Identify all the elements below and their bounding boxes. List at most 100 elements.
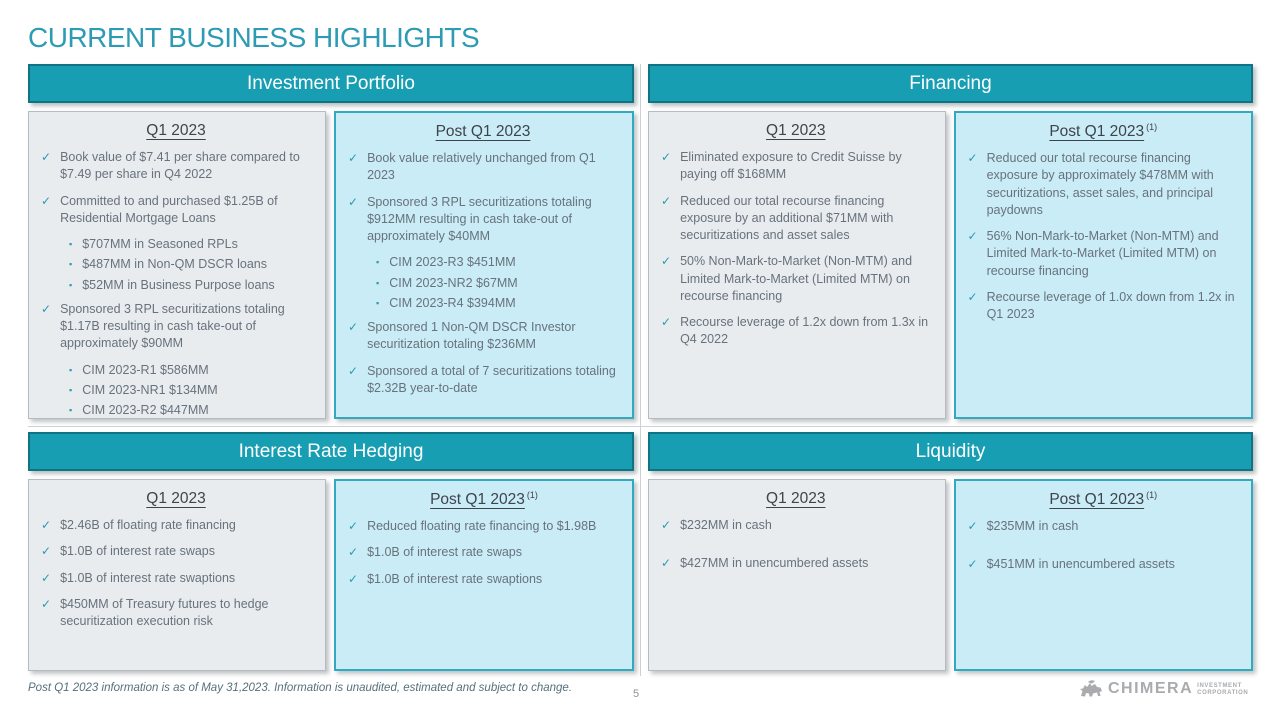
highlight-list: ✓ Book value relatively unchanged from Q1… [348, 150, 620, 397]
list-item: ✓ Reduced our total recourse financing ex… [661, 193, 933, 245]
column-heading-text: Q1 2023 [146, 122, 206, 140]
highlight-list: ✓ $2.46B of floating rate financing ✓ $1.0B… [41, 517, 313, 630]
page-number: 5 [633, 688, 640, 700]
list-item-text: $487MM in Non-QM DSCR loans [82, 257, 267, 272]
logo-subtitle-line1: INVESTMENT [1197, 683, 1242, 690]
list-item-text: 50% Non-Mark-to-Market (Non-MTM) and Lim… [680, 254, 913, 303]
check-icon: ✓ [41, 301, 52, 316]
check-icon: ✓ [348, 519, 359, 534]
list-item-text: Reduced our total recourse financing exp… [680, 193, 894, 243]
footnote-ref: (1) [1146, 490, 1158, 500]
list-item: ✓ Book value of $7.41 per share compared … [41, 149, 313, 184]
list-item: ✓ $1.0B of interest rate swaps [348, 544, 620, 561]
column-heading: Q1 2023 [41, 489, 313, 508]
highlight-list: ✓ Eliminated exposure to Credit Suisse by… [661, 149, 933, 349]
list-item-text: Reduced our total recourse financing exp… [986, 151, 1214, 217]
check-icon: ✓ [661, 518, 672, 533]
check-icon: ✓ [41, 544, 52, 559]
post-q1-2023-box: Post Q1 2023 (1) ✓ $235MM in cash ✓ $451MM i… [953, 479, 1253, 671]
check-icon: ✓ [348, 320, 359, 335]
section-header-liquidity: Liquidity [648, 432, 1253, 471]
list-item-text: $450MM of Treasury futures to hedge secu… [60, 596, 269, 629]
list-item: ✓ $1.0B of interest rate swaptions [41, 570, 313, 587]
list-item: ✓ $232MM in cash [661, 517, 933, 534]
q1-2023-box: Q1 2023 ✓ $232MM in cash ✓ $427MM in unencu… [648, 479, 946, 671]
list-item: ✓ Recourse leverage of 1.2x down from 1.3… [661, 314, 933, 349]
check-icon: ✓ [967, 151, 978, 166]
list-item-text: Sponsored 1 Non-QM DSCR Investor securit… [367, 320, 576, 352]
check-icon: ✓ [967, 519, 978, 534]
list-item-text: CIM 2023-NR2 $67MM [389, 275, 518, 290]
check-icon: ✓ [661, 193, 672, 208]
column-heading-text: Post Q1 2023 [1049, 491, 1145, 509]
list-item-text: CIM 2023-R4 $394MM [389, 295, 516, 310]
check-icon: ✓ [967, 229, 978, 244]
column-heading: Post Q1 2023 [348, 122, 620, 141]
list-item: ▪ CIM 2023-R1 $586MM [69, 362, 313, 379]
list-item-text: Recourse leverage of 1.0x down from 1.2x… [986, 289, 1235, 322]
list-item: ▪ CIM 2023-R4 $394MM [376, 295, 620, 312]
column-heading-text: Post Q1 2023 [435, 123, 531, 141]
list-item: ✓ Recourse leverage of 1.0x down from 1.2… [968, 289, 1240, 324]
list-item: ✓ Reduced our total recourse financing ex… [968, 150, 1240, 219]
post-q1-2023-box: Post Q1 2023 (1) ✓ Reduced floating rate f… [334, 479, 634, 671]
vertical-divider [640, 64, 641, 676]
list-item: ✓ Committed to and purchased $1.25B of Re… [41, 193, 313, 228]
list-item-text: $1.0B of interest rate swaps [60, 544, 216, 559]
list-item: ▪ $487MM in Non-QM DSCR loans [69, 256, 313, 273]
list-item-text: $451MM in unencumbered assets [986, 557, 1175, 572]
check-icon: ✓ [41, 518, 52, 533]
list-item: ✓ Reduced floating rate financing to $1.9… [348, 518, 620, 535]
list-item-text: Reduced floating rate financing to $1.98… [367, 519, 597, 534]
column-heading-text: Q1 2023 [146, 490, 206, 508]
column-heading: Q1 2023 [661, 121, 933, 140]
section-financing: Financing Q1 2023 ✓ Eliminated exposure t… [648, 64, 1253, 419]
list-item: ▪ $707MM in Seasoned RPLs [69, 236, 313, 253]
list-item: ▪ CIM 2023-NR2 $67MM [376, 275, 620, 292]
list-item: ▪ CIM 2023-R3 $451MM [376, 254, 620, 271]
column-heading-text: Post Q1 2023 [430, 491, 525, 509]
list-item: ✓ Sponsored a total of 7 securitizations … [348, 363, 620, 398]
check-icon: ✓ [348, 571, 359, 586]
q1-2023-box: Q1 2023 ✓ $2.46B of floating rate financi… [28, 479, 326, 671]
check-icon: ✓ [661, 254, 672, 269]
list-item: ✓ Sponsored 1 Non-QM DSCR Investor securi… [348, 319, 620, 354]
column-heading: Q1 2023 [661, 489, 933, 508]
check-icon: ✓ [41, 150, 52, 165]
column-heading: Post Q1 2023 (1) [968, 490, 1240, 509]
list-item-text: CIM 2023-R3 $451MM [389, 255, 516, 270]
square-bullet-icon: ▪ [69, 384, 73, 395]
q1-2023-box: Q1 2023 ✓ Eliminated exposure to Credit S… [648, 111, 946, 419]
section-header-investment-portfolio: Investment Portfolio [28, 64, 634, 103]
check-icon: ✓ [348, 545, 359, 560]
logo-wordmark: CHIMERA [1108, 680, 1194, 697]
list-item-text: $427MM in unencumbered assets [680, 556, 869, 571]
highlight-list: ✓ $232MM in cash ✓ $427MM in unencumbered a… [661, 517, 933, 573]
check-icon: ✓ [661, 315, 672, 330]
list-item-text: Book value relatively unchanged from Q1 … [367, 151, 596, 183]
column-heading-text: Q1 2023 [766, 490, 826, 508]
list-item: ▪ $52MM in Business Purpose loans [69, 277, 313, 294]
list-item-text: Committed to and purchased $1.25B of Res… [60, 193, 278, 225]
page-title: CURRENT BUSINESS HIGHLIGHTS [28, 22, 480, 53]
list-item-text: $707MM in Seasoned RPLs [82, 237, 238, 252]
list-item-text: Sponsored 3 RPL securitizations totaling… [367, 194, 592, 244]
square-bullet-icon: ▪ [69, 259, 73, 270]
section-investment-portfolio: Investment Portfolio Q1 2023 ✓ Book value… [28, 64, 634, 419]
slide-footnote: Post Q1 2023 information is as of May 31… [28, 682, 573, 694]
list-item: ✓ $1.0B of interest rate swaptions [348, 571, 620, 588]
list-item-text: CIM 2023-NR1 $134MM [82, 382, 218, 397]
highlight-list: ✓ Reduced floating rate financing to $1.9… [348, 518, 620, 588]
list-item-text: Book value of $7.41 per share compared t… [60, 150, 300, 182]
list-item: ✓ Eliminated exposure to Credit Suisse by… [661, 149, 933, 184]
check-icon: ✓ [348, 194, 359, 209]
section-interest-rate-hedging: Interest Rate Hedging Q1 2023 ✓ $2.46B of… [28, 432, 634, 671]
list-item-text: Recourse leverage of 1.2x down from 1.3x… [680, 315, 929, 347]
list-item: ✓ $450MM of Treasury futures to hedge sec… [41, 596, 313, 631]
list-item-text: Sponsored 3 RPL securitizations totaling… [60, 301, 285, 351]
list-item-text: 56% Non-Mark-to-Market (Non-MTM) and Lim… [986, 229, 1219, 278]
list-item: ✓ Sponsored 3 RPL securitizations totalin… [41, 301, 313, 353]
check-icon: ✓ [661, 556, 672, 571]
list-item: ✓ 50% Non-Mark-to-Market (Non-MTM) and Li… [661, 253, 933, 305]
check-icon: ✓ [967, 557, 978, 572]
